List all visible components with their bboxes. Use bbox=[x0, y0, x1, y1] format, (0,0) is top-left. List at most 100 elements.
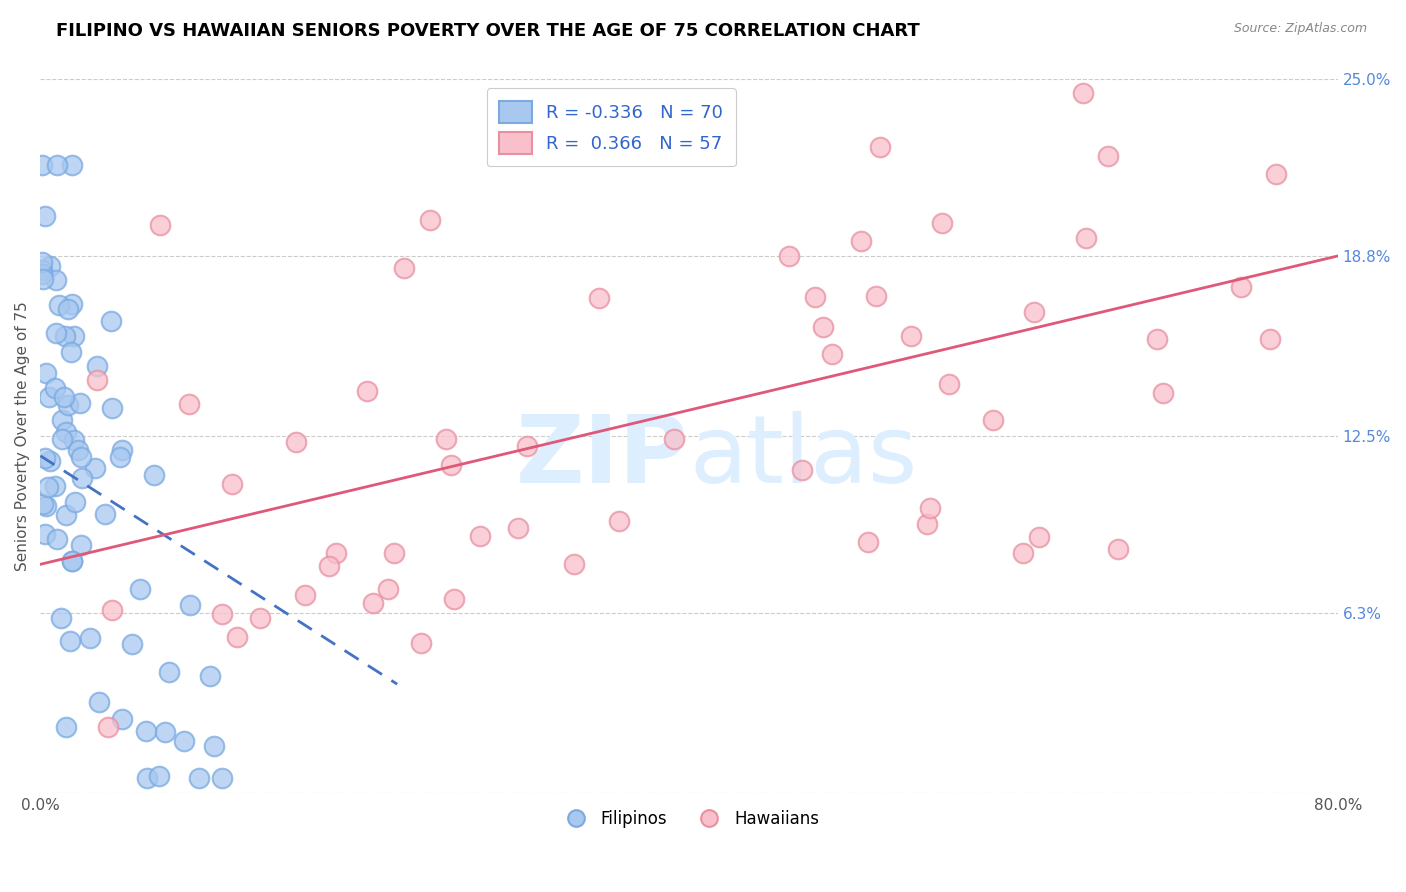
Point bbox=[562, 557, 585, 571]
Point bbox=[790, 463, 813, 477]
Point bbox=[1074, 231, 1097, 245]
Point bbox=[419, 212, 441, 227]
Point bbox=[31, 158, 53, 172]
Point bbox=[1230, 280, 1253, 294]
Point bbox=[1028, 530, 1050, 544]
Point bbox=[148, 768, 170, 782]
Point bbox=[865, 289, 887, 303]
Point bbox=[38, 390, 60, 404]
Point bbox=[63, 329, 86, 343]
Point bbox=[84, 460, 107, 475]
Point bbox=[86, 359, 108, 374]
Point bbox=[143, 468, 166, 483]
Point bbox=[1258, 332, 1281, 346]
Point bbox=[187, 771, 209, 785]
Point bbox=[177, 397, 200, 411]
Point bbox=[1107, 541, 1129, 556]
Point bbox=[34, 209, 56, 223]
Point bbox=[70, 471, 93, 485]
Point bbox=[173, 733, 195, 747]
Point bbox=[63, 434, 86, 448]
Point bbox=[981, 413, 1004, 427]
Point bbox=[434, 432, 457, 446]
Point bbox=[1022, 304, 1045, 318]
Point bbox=[284, 435, 307, 450]
Point bbox=[101, 401, 124, 415]
Point bbox=[325, 546, 347, 560]
Point bbox=[157, 665, 180, 679]
Text: ZIP: ZIP bbox=[516, 411, 689, 503]
Point bbox=[356, 384, 378, 398]
Text: FILIPINO VS HAWAIIAN SENIORS POVERTY OVER THE AGE OF 75 CORRELATION CHART: FILIPINO VS HAWAIIAN SENIORS POVERTY OVE… bbox=[56, 22, 920, 40]
Point bbox=[60, 158, 83, 172]
Point bbox=[1146, 332, 1168, 346]
Point bbox=[821, 346, 844, 360]
Point bbox=[39, 454, 62, 468]
Point bbox=[411, 636, 433, 650]
Point bbox=[45, 532, 67, 546]
Point bbox=[1152, 385, 1174, 400]
Point bbox=[153, 725, 176, 739]
Point bbox=[55, 720, 77, 734]
Point bbox=[32, 498, 55, 512]
Point bbox=[931, 216, 953, 230]
Point bbox=[1012, 546, 1035, 560]
Point bbox=[38, 260, 60, 274]
Y-axis label: Seniors Poverty Over the Age of 75: Seniors Poverty Over the Age of 75 bbox=[15, 301, 30, 571]
Point bbox=[58, 301, 80, 316]
Point bbox=[34, 527, 56, 541]
Point bbox=[392, 260, 415, 275]
Point bbox=[55, 425, 77, 439]
Point bbox=[516, 439, 538, 453]
Point bbox=[128, 582, 150, 597]
Point bbox=[31, 255, 53, 269]
Point bbox=[31, 262, 53, 277]
Legend: Filipinos, Hawaiians: Filipinos, Hawaiians bbox=[553, 803, 825, 834]
Point bbox=[149, 219, 172, 233]
Point bbox=[51, 433, 73, 447]
Point bbox=[111, 442, 134, 457]
Point bbox=[1071, 86, 1094, 100]
Point bbox=[60, 554, 83, 568]
Point bbox=[135, 724, 157, 739]
Point bbox=[468, 529, 491, 543]
Point bbox=[211, 772, 233, 786]
Point bbox=[869, 140, 891, 154]
Point bbox=[60, 297, 83, 311]
Point bbox=[849, 235, 872, 249]
Point bbox=[249, 611, 271, 625]
Point bbox=[37, 480, 59, 494]
Point bbox=[179, 598, 201, 612]
Point bbox=[200, 669, 222, 683]
Point bbox=[46, 158, 69, 172]
Point bbox=[443, 592, 465, 607]
Point bbox=[382, 546, 405, 560]
Point bbox=[31, 268, 53, 282]
Point bbox=[508, 521, 530, 535]
Point bbox=[778, 249, 800, 263]
Point bbox=[211, 607, 233, 621]
Point bbox=[35, 499, 58, 513]
Text: atlas: atlas bbox=[689, 411, 917, 503]
Point bbox=[59, 633, 82, 648]
Point bbox=[101, 603, 124, 617]
Point bbox=[111, 712, 134, 726]
Point bbox=[377, 582, 399, 596]
Point bbox=[900, 328, 922, 343]
Point bbox=[45, 326, 67, 341]
Point bbox=[440, 458, 463, 472]
Point bbox=[60, 345, 83, 359]
Point bbox=[361, 596, 384, 610]
Text: Source: ZipAtlas.com: Source: ZipAtlas.com bbox=[1233, 22, 1367, 36]
Point bbox=[318, 559, 340, 574]
Point bbox=[202, 739, 225, 754]
Point bbox=[69, 450, 91, 465]
Point bbox=[588, 291, 610, 305]
Point bbox=[69, 396, 91, 410]
Point bbox=[915, 517, 938, 532]
Point bbox=[1097, 149, 1119, 163]
Point bbox=[69, 538, 91, 552]
Point bbox=[51, 412, 73, 426]
Point bbox=[48, 298, 70, 312]
Point bbox=[108, 450, 131, 464]
